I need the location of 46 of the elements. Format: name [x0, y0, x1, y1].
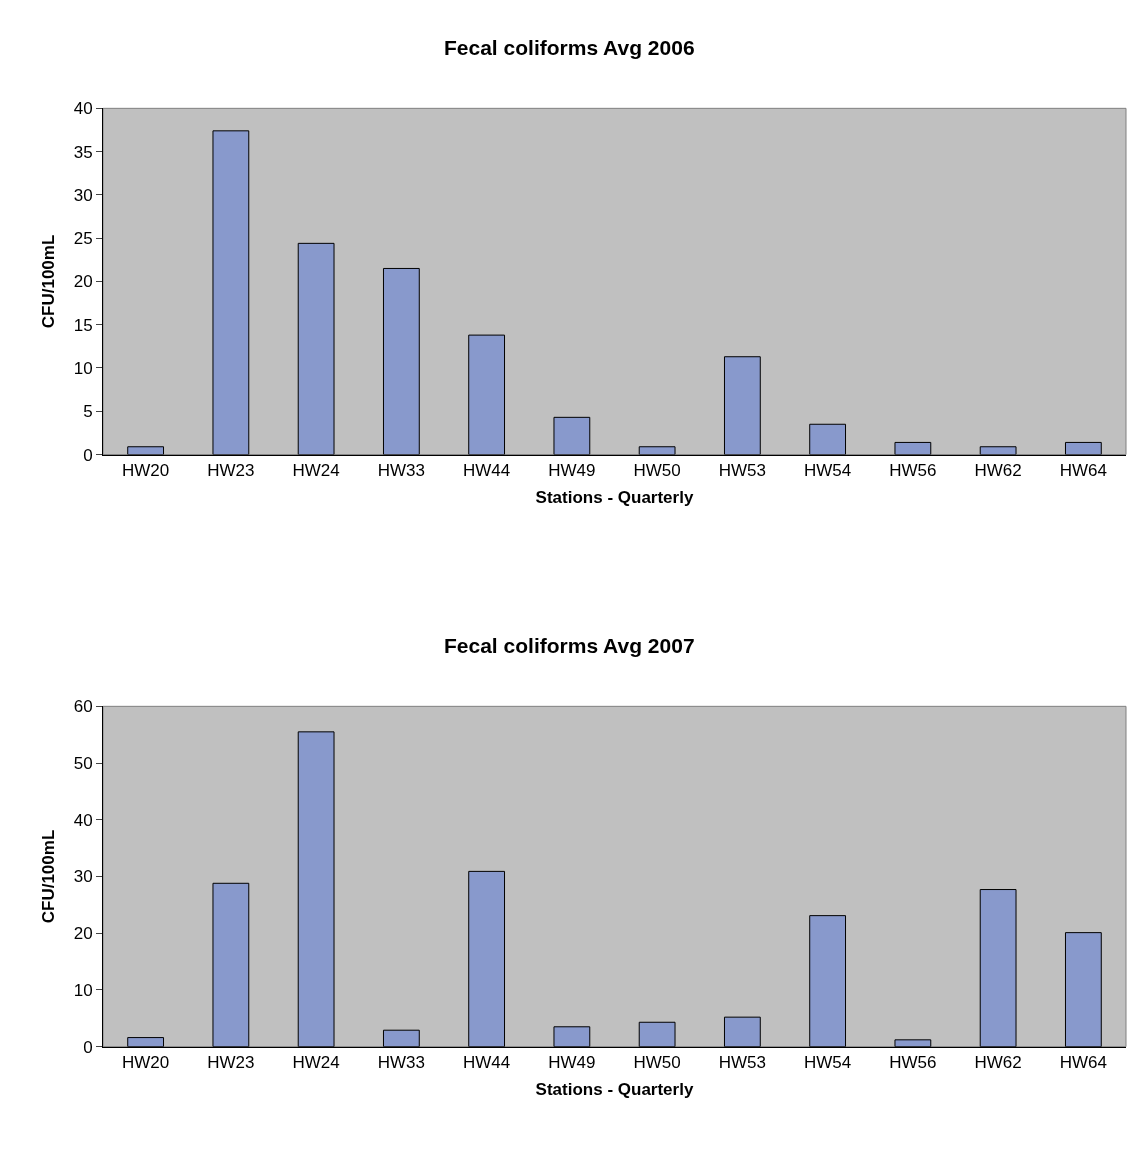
- x-tick-label: HW62: [974, 1053, 1022, 1073]
- x-tick-label: HW44: [463, 1053, 511, 1073]
- y-tick-label: 20: [73, 924, 93, 944]
- x-tick-label: HW24: [292, 1053, 340, 1073]
- x-tick-label: HW62: [974, 460, 1022, 480]
- y-tick-label: 30: [73, 867, 93, 887]
- x-tick-label: HW23: [207, 1053, 255, 1073]
- x-tick-label: HW33: [377, 460, 425, 480]
- y-tick-label: 5: [83, 402, 93, 422]
- y-tick-label: 40: [73, 99, 93, 119]
- x-tick-label: HW24: [292, 460, 340, 480]
- x-tick-label: HW56: [889, 1053, 937, 1073]
- x-tick-label: HW54: [804, 1053, 852, 1073]
- y-tick-label: 25: [73, 229, 93, 249]
- y-tick-label: 40: [73, 810, 93, 830]
- y-axis-title: CFU/100mL: [39, 829, 59, 924]
- x-tick-label: HW50: [633, 1053, 681, 1073]
- x-tick-label: HW54: [804, 460, 852, 480]
- x-tick-label: HW49: [548, 460, 596, 480]
- y-tick-label: 15: [73, 315, 93, 335]
- x-tick-label: HW44: [463, 460, 511, 480]
- x-tick-label: HW53: [718, 1053, 766, 1073]
- x-tick-label: HW56: [889, 460, 937, 480]
- x-tick-label: HW64: [1059, 1053, 1107, 1073]
- y-tick-label: 0: [83, 445, 93, 465]
- x-axis-title: Stations - Quarterly: [535, 488, 694, 508]
- x-tick-label: HW50: [633, 460, 681, 480]
- x-tick-label: HW49: [548, 1053, 596, 1073]
- y-tick-label: 35: [73, 142, 93, 162]
- x-tick-label: HW20: [122, 1053, 170, 1073]
- x-tick-label: HW53: [718, 460, 766, 480]
- chart-title: Fecal coliforms Avg 2007: [444, 634, 695, 657]
- x-tick-label: HW20: [122, 460, 170, 480]
- y-axis-title: CFU/100mL: [39, 234, 59, 329]
- y-tick-label: 50: [73, 754, 93, 774]
- y-tick-label: 10: [73, 358, 93, 378]
- x-tick-label: HW64: [1059, 460, 1107, 480]
- y-tick-label: 30: [73, 185, 93, 205]
- y-tick-label: 0: [83, 1037, 93, 1057]
- y-tick-label: 10: [73, 980, 93, 1000]
- x-tick-label: HW23: [207, 460, 255, 480]
- x-axis-title: Stations - Quarterly: [535, 1080, 694, 1100]
- y-tick-label: 60: [73, 697, 93, 717]
- chart-title: Fecal coliforms Avg 2006: [444, 36, 695, 59]
- x-tick-label: HW33: [377, 1053, 425, 1073]
- y-tick-label: 20: [73, 272, 93, 292]
